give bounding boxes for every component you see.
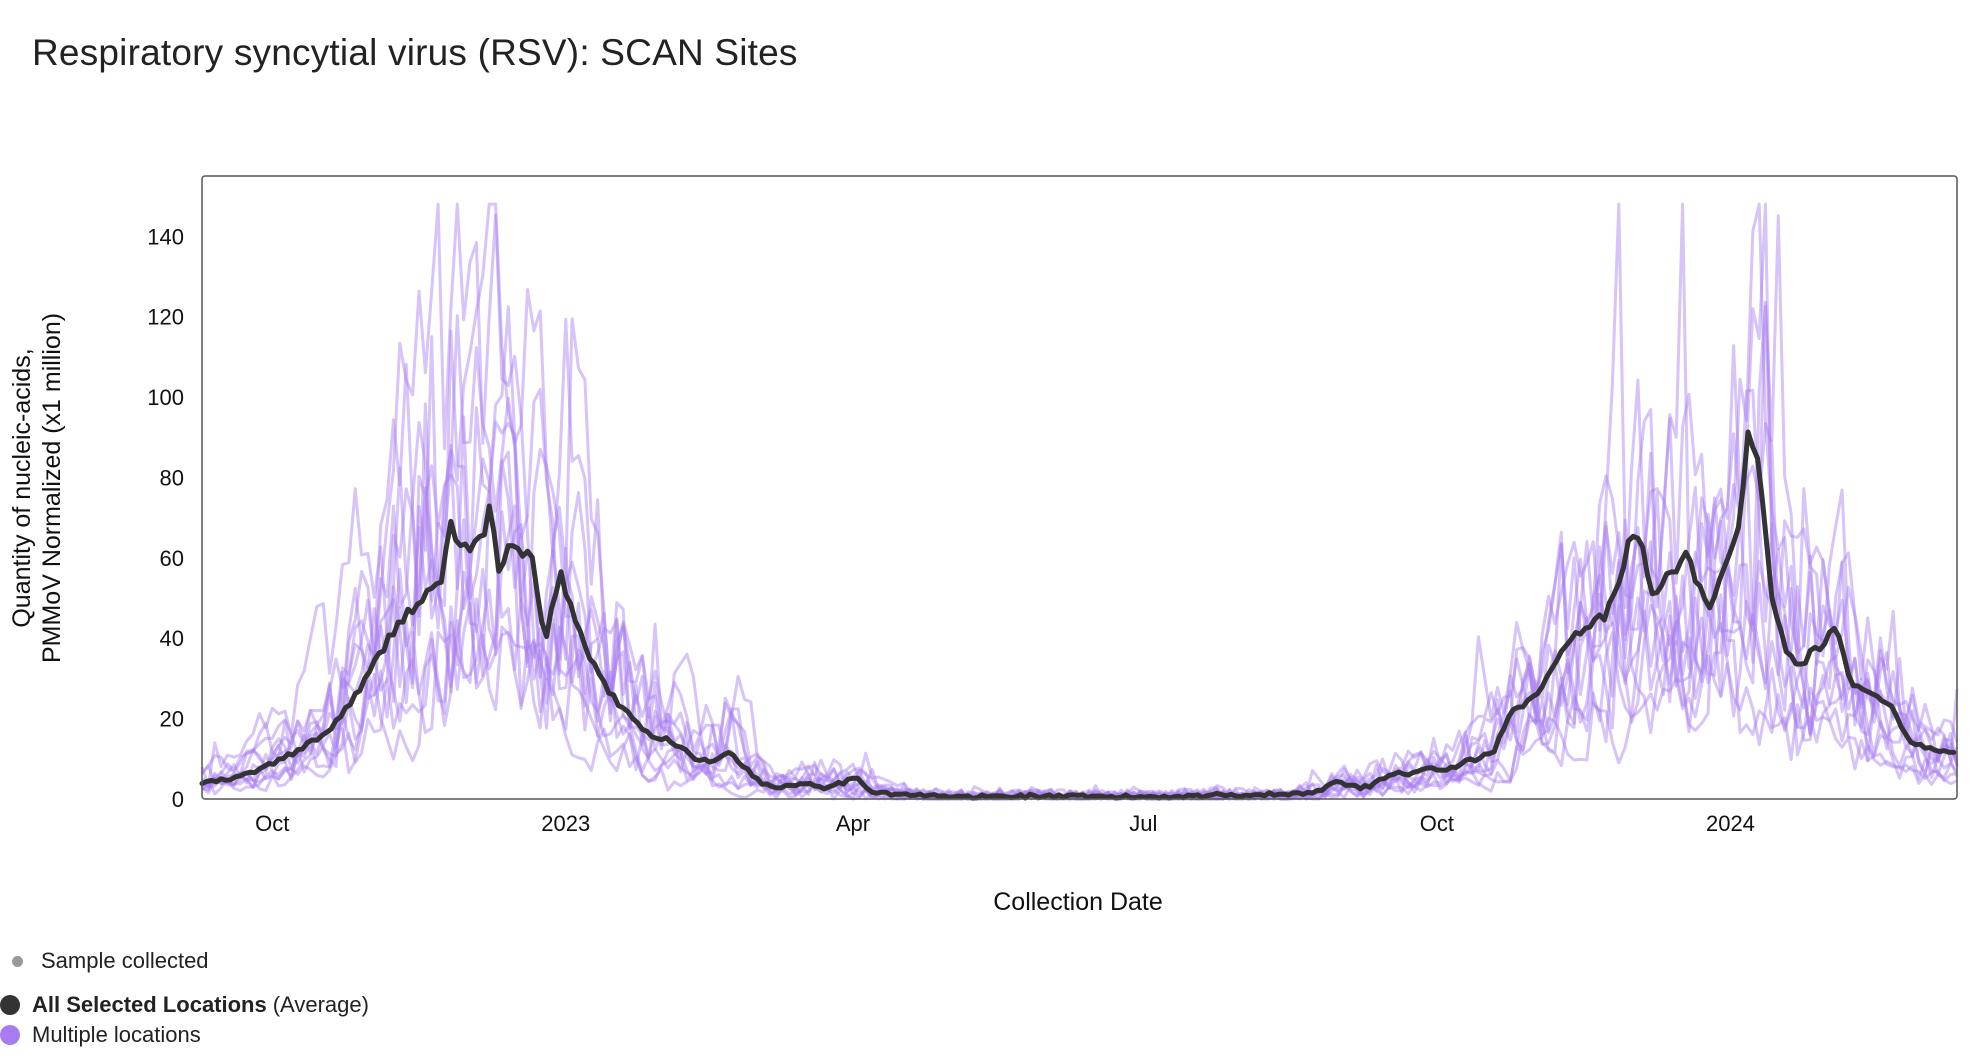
y-axis-title-line2: PMMoV Normalized (x1 million) [38,313,66,663]
site-lines [200,202,1959,801]
y-tick-label: 20 [160,707,184,732]
average-series [199,429,1957,801]
average-line[interactable] [199,429,1957,801]
legend-multiple-label: Multiple locations [32,1022,201,1047]
sample-dot-icon [12,955,23,967]
y-tick-label: 60 [160,546,184,571]
x-tick-label: Jul [1129,811,1157,836]
x-tick-label: Oct [1420,811,1454,836]
plot-frame [201,175,1958,800]
y-tick-label: 120 [147,305,184,330]
x-tick-label: Apr [836,811,870,836]
legend-average[interactable]: All Selected Locations (Average) [0,992,369,1018]
y-tick-label: 40 [160,626,184,651]
y-axis: 0 20 40 60 80 100 120 140 [147,224,184,812]
x-axis-title: Collection Date [993,888,1163,916]
legend-sample-collected: Sample collected [12,948,209,974]
legend-sample-label: Sample collected [41,948,209,973]
legend-multiple-locations[interactable]: Multiple locations [0,1022,201,1048]
legend-average-suffix: (Average) [272,992,369,1017]
y-tick-label: 100 [147,385,184,410]
site-line[interactable] [200,504,1959,801]
y-axis-title-line1: Quantity of nucleic-acids, [8,348,36,627]
chart-title: Respiratory syncytial virus (RSV): SCAN … [32,32,798,73]
x-tick-label: Oct [255,811,289,836]
y-tick-label: 0 [172,787,184,812]
x-tick-label: 2023 [541,811,590,836]
y-tick-label: 80 [160,465,184,490]
average-dot-icon [0,995,20,1015]
x-tick-label: 2024 [1706,811,1755,836]
legend-average-label: All Selected Locations [32,992,267,1017]
x-axis: Oct 2023 Apr Jul Oct 2024 [255,811,1755,836]
multiple-dot-icon [0,1025,20,1045]
y-tick-label: 140 [147,224,184,249]
